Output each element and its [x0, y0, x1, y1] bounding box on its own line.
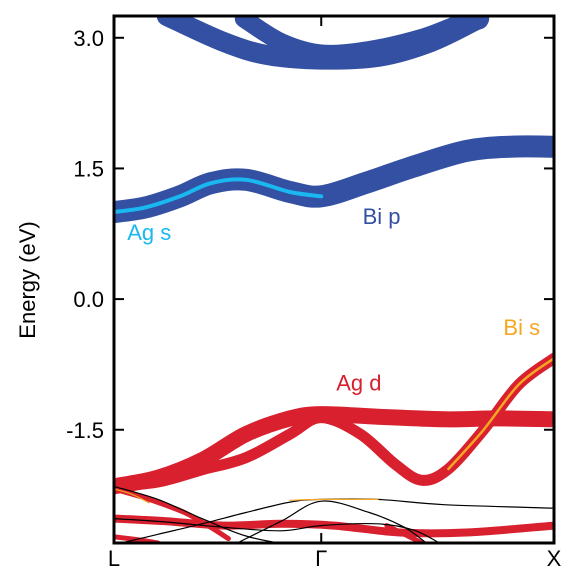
x-tick-label: Γ — [315, 546, 327, 570]
band-bi_s-6 — [447, 357, 554, 471]
annotation-label: Ag s — [127, 220, 171, 245]
band-ag_d-7 — [114, 514, 554, 538]
band-bi_p-1 — [234, 16, 489, 63]
band-thin-13 — [114, 518, 441, 543]
y-axis-label: Energy (eV) — [15, 221, 40, 338]
annotation-label: Bi s — [503, 315, 540, 340]
band-thin-14 — [236, 500, 427, 543]
band-ag_d-4 — [114, 406, 554, 495]
y-tick-label: -1.5 — [66, 418, 104, 443]
band-ag_d-10 — [384, 523, 425, 543]
annotations: Ag s Bi p Bi s Ag d — [127, 204, 540, 395]
plot-frame — [112, 14, 556, 545]
annotation-label: Ag d — [336, 371, 381, 396]
x-tick-label: X — [547, 546, 562, 570]
y-tick-label: 3.0 — [73, 26, 104, 51]
band-bi_s-15 — [114, 488, 150, 504]
band-ag_d-8 — [114, 486, 231, 542]
band-ag_s-3 — [114, 177, 324, 214]
y-tick-label: 1.5 — [73, 156, 104, 181]
band-lines — [114, 16, 554, 543]
y-axis-ticks: 3.0 1.5 0.0 -1.5 — [66, 26, 554, 443]
band-thin-11 — [114, 485, 554, 543]
x-tick-label: L — [108, 546, 120, 570]
band-thin-12 — [118, 498, 554, 543]
y-tick-label: 0.0 — [73, 287, 104, 312]
annotation-label: Bi p — [363, 204, 401, 229]
band-bi_p-2 — [114, 135, 554, 223]
band-bi_s-16 — [289, 498, 379, 501]
